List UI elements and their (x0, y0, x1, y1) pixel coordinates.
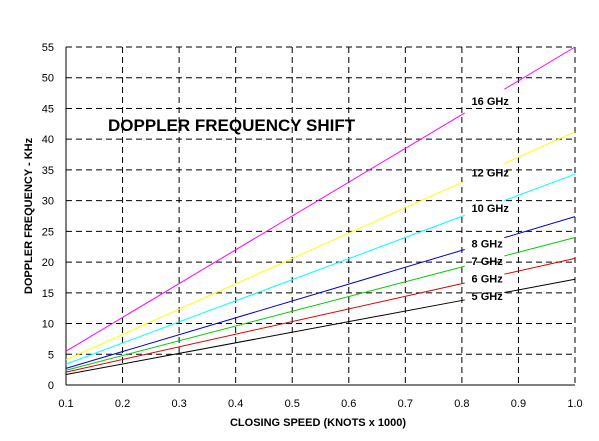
series-line (504, 173, 576, 202)
y-tick-label: 35 (42, 165, 54, 177)
series-line (65, 180, 465, 361)
series-label: 5 GHz (472, 291, 504, 303)
y-tick-label: 30 (42, 196, 54, 208)
series-lines (65, 46, 576, 376)
y-tick-label: 10 (42, 319, 54, 331)
y-tick-label: 15 (42, 288, 54, 300)
series-label: 6 GHz (472, 274, 504, 286)
series-label: 16 GHz (472, 96, 510, 108)
series-label: 7 GHz (472, 256, 504, 268)
series-label: 10 GHz (472, 203, 510, 215)
x-tick-label: 0.3 (171, 398, 186, 410)
series-line (65, 282, 465, 373)
x-tick-label: 0.1 (58, 398, 73, 410)
y-tick-label: 5 (48, 349, 54, 361)
x-tick-label: 0.5 (285, 398, 300, 410)
series-line (504, 131, 576, 164)
series-labels: 16 GHz 12 GHz 10 GHz 8 GHz 7 GHz 6 GHz 5 GHz (472, 96, 510, 303)
y-tick-label: 20 (42, 257, 54, 269)
series-line (65, 214, 465, 365)
x-tick-label: 0.6 (341, 398, 356, 410)
y-axis-label: DOPPLER FREQUENCY - KHz (23, 137, 35, 294)
series-line (65, 265, 465, 371)
series-line (65, 249, 465, 369)
y-tick-label: 25 (42, 226, 54, 238)
series-label: 12 GHz (472, 167, 510, 179)
y-tick-label: 55 (42, 42, 54, 54)
y-tick-label: 45 (42, 103, 54, 115)
series-line (504, 257, 576, 275)
series-line (504, 278, 576, 294)
series-line (504, 237, 576, 257)
y-tick-label: 40 (42, 134, 54, 146)
series-line (504, 216, 576, 239)
grid (65, 46, 576, 386)
x-tick-label: 0.9 (511, 398, 526, 410)
x-axis-label: CLOSING SPEED (KNOTS x 1000) (230, 417, 406, 429)
series-label: 8 GHz (472, 239, 504, 251)
x-tick-label: 1.0 (567, 398, 582, 410)
chart-title: DOPPLER FREQUENCY SHIFT (108, 116, 356, 135)
x-tick-label: 0.4 (228, 398, 243, 410)
series-line (65, 299, 465, 376)
series-line (65, 112, 465, 352)
series-line (504, 46, 576, 90)
y-tick-labels: 0 5 10 15 20 25 30 35 40 45 50 55 (42, 42, 54, 392)
y-tick-label: 50 (42, 73, 54, 85)
x-tick-label: 0.8 (454, 398, 469, 410)
x-tick-label: 0.7 (398, 398, 413, 410)
y-tick-label: 0 (48, 380, 54, 392)
x-tick-label: 0.2 (115, 398, 130, 410)
x-tick-labels: 0.1 0.2 0.3 0.4 0.5 0.6 0.7 0.8 0.9 1.0 (58, 398, 582, 410)
